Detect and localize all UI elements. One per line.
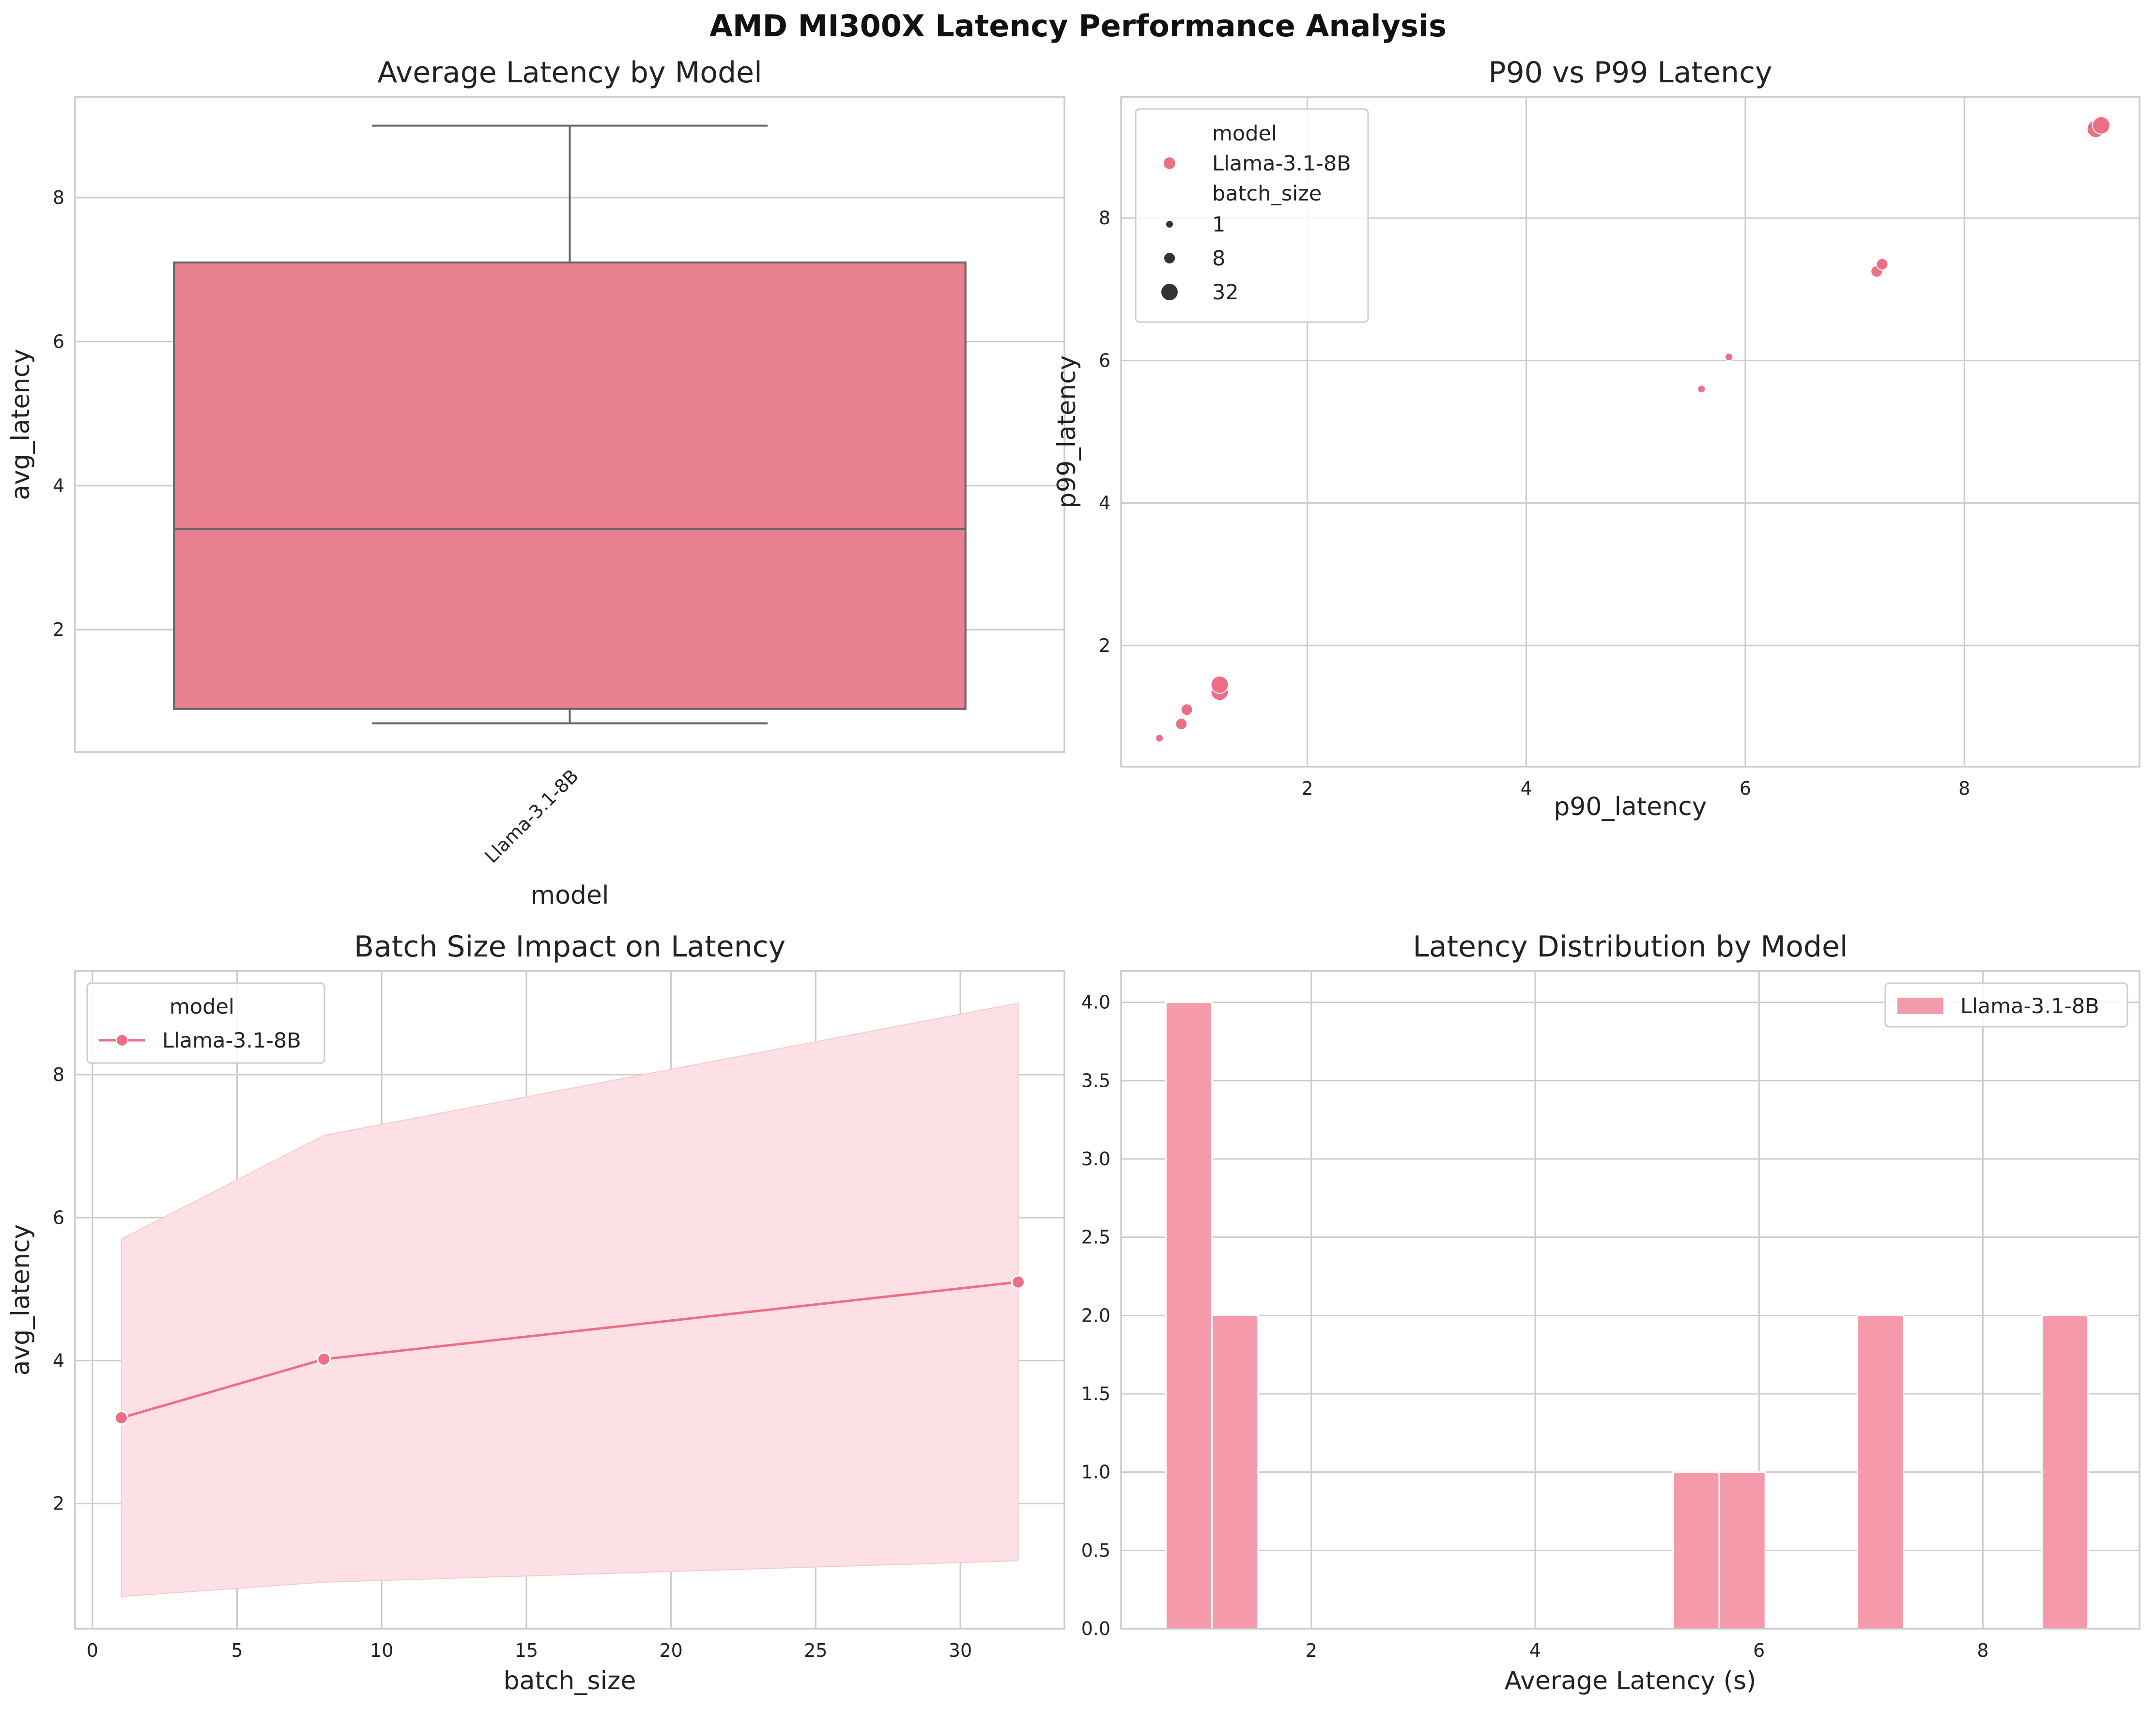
histogram-bar — [1718, 1471, 1766, 1630]
hist-y-tick-label: 1.0 — [1081, 1462, 1110, 1483]
histogram-bar — [1857, 1314, 1905, 1630]
box-y-tick-label: 6 — [53, 331, 64, 353]
scatter-point — [1175, 717, 1188, 730]
hist-y-tick-label: 2.5 — [1081, 1227, 1110, 1248]
scatter-legend-size-title: batch_size — [1212, 182, 1322, 206]
scatter-y-tick-label: 4 — [1099, 493, 1110, 514]
line-y-tick-label: 8 — [53, 1064, 64, 1085]
line-legend-title: model — [169, 995, 234, 1019]
confidence-band — [121, 1003, 1019, 1597]
scatter-legend-size-label: 1 — [1212, 213, 1225, 237]
hist-y-tick-label: 4.0 — [1081, 992, 1110, 1013]
hist-legend-box — [1884, 982, 2128, 1028]
scatter-x-tick-label: 4 — [1521, 778, 1532, 799]
line-legend-marker — [116, 1034, 128, 1047]
hist-y-tick-label: 2.0 — [1081, 1305, 1110, 1326]
histogram-panel: 2 4 6 8 0.0 0.5 1.0 1.5 2.0 2.5 3.0 3.5 4.0 Llama-3.1… — [1081, 930, 2141, 1696]
scatter-y-tick-label: 6 — [1099, 350, 1110, 371]
series-point — [317, 1352, 331, 1367]
figure-title: AMD MI300X Latency Performance Analysis — [709, 8, 1447, 44]
scatter-point — [1155, 734, 1164, 743]
box-title: Average Latency by Model — [377, 56, 762, 90]
box-frame — [74, 96, 1065, 753]
line-x-tick-label: 0 — [87, 1640, 98, 1661]
series-point — [114, 1411, 129, 1425]
hist-x-tick-label: 2 — [1306, 1640, 1317, 1661]
hist-legend-label: Llama-3.1-8B — [1960, 994, 2099, 1018]
line-legend-box — [86, 982, 325, 1064]
hist-y-tick-label: 0.5 — [1081, 1540, 1110, 1561]
hist-frame — [1120, 970, 2141, 1630]
line-y-tick-label: 4 — [53, 1350, 64, 1371]
line-x-axis-label: batch_size — [504, 1666, 636, 1696]
hist-x-tick-label: 8 — [1977, 1640, 1988, 1661]
scatter-x-tick-label: 6 — [1740, 778, 1751, 799]
hist-y-tick-label: 0.0 — [1081, 1618, 1110, 1639]
hist-legend-swatch — [1897, 998, 1943, 1014]
hist-x-tick-label: 6 — [1753, 1640, 1765, 1661]
line-plot-panel: 0 5 10 15 20 25 30 2 4 6 8 model Llama-3.1-8B Batch S… — [6, 930, 1065, 1696]
scatter-x-tick-label: 2 — [1301, 778, 1313, 799]
scatter-point — [1697, 385, 1706, 394]
box-y-tick-label: 4 — [53, 475, 64, 496]
scatter-legend-size-label: 32 — [1212, 280, 1239, 305]
scatter-y-tick-label: 2 — [1099, 635, 1110, 656]
scatter-point — [1210, 675, 1229, 694]
scatter-y-tick-label: 8 — [1099, 207, 1110, 229]
box-x-axis-label: model — [531, 881, 609, 910]
scatter-frame — [1120, 96, 2141, 768]
hist-y-tick-label: 1.5 — [1081, 1383, 1110, 1404]
box-iqr — [173, 261, 967, 710]
scatter-legend-hue-label: Llama-3.1-8B — [1212, 152, 1351, 176]
line-y-axis-label: avg_latency — [6, 1224, 35, 1376]
scatter-x-axis-label: p90_latency — [1554, 792, 1707, 821]
line-frame — [74, 970, 1065, 1630]
hist-x-axis-label: Average Latency (s) — [1505, 1666, 1756, 1696]
scatter-legend-size-marker — [1166, 221, 1173, 228]
scatter-x-tick-label: 8 — [1958, 778, 1970, 799]
scatter-legend-size-marker — [1164, 253, 1175, 263]
histogram-bar — [1211, 1314, 1259, 1630]
histogram-bar — [1165, 1002, 1213, 1630]
line-x-tick-label: 30 — [949, 1640, 972, 1661]
line-y-tick-label: 2 — [53, 1493, 64, 1514]
line-x-tick-label: 10 — [370, 1640, 393, 1661]
scatter-legend-size-label: 8 — [1212, 247, 1225, 271]
scatter-point — [2092, 116, 2110, 135]
series-point — [1011, 1275, 1025, 1289]
scatter-y-axis-label: p99_latency — [1052, 355, 1081, 508]
scatter-plot-panel: 2 4 6 8 2 4 6 8 model Llama-3.1-8B batch_size 1 8 32 P… — [1052, 56, 2141, 821]
line-x-tick-label: 25 — [804, 1640, 827, 1661]
scatter-legend-box — [1135, 108, 1369, 323]
histogram-bar — [2041, 1314, 2089, 1630]
scatter-legend-size-marker — [1161, 284, 1178, 300]
scatter-point — [1180, 703, 1193, 716]
scatter-legend-hue-marker — [1164, 157, 1175, 169]
line-y-tick-label: 6 — [53, 1207, 64, 1228]
box-y-tick-label: 8 — [53, 187, 64, 208]
line-x-tick-label: 20 — [659, 1640, 682, 1661]
box-y-axis-label: avg_latency — [6, 349, 35, 500]
line-x-tick-label: 15 — [515, 1640, 538, 1661]
hist-title: Latency Distribution by Model — [1413, 930, 1848, 964]
box-category-label: Llama-3.1-8B — [481, 765, 583, 867]
hist-y-tick-label: 3.0 — [1081, 1148, 1110, 1170]
scatter-point — [1876, 258, 1889, 271]
line-x-tick-label: 5 — [231, 1640, 243, 1661]
line-title: Batch Size Impact on Latency — [354, 930, 785, 964]
line-legend-label: Llama-3.1-8B — [162, 1029, 301, 1053]
histogram-bar — [1672, 1471, 1720, 1630]
box-y-tick-label: 2 — [53, 619, 64, 640]
box-plot-panel: 2 4 6 8 Llama-3.1-8B Average Latency by Model… — [6, 56, 1065, 910]
scatter-legend-hue-title: model — [1212, 122, 1277, 146]
scatter-point — [1725, 353, 1734, 362]
scatter-title: P90 vs P99 Latency — [1488, 56, 1772, 90]
hist-x-tick-label: 4 — [1529, 1640, 1541, 1661]
hist-y-tick-label: 3.5 — [1081, 1070, 1110, 1091]
